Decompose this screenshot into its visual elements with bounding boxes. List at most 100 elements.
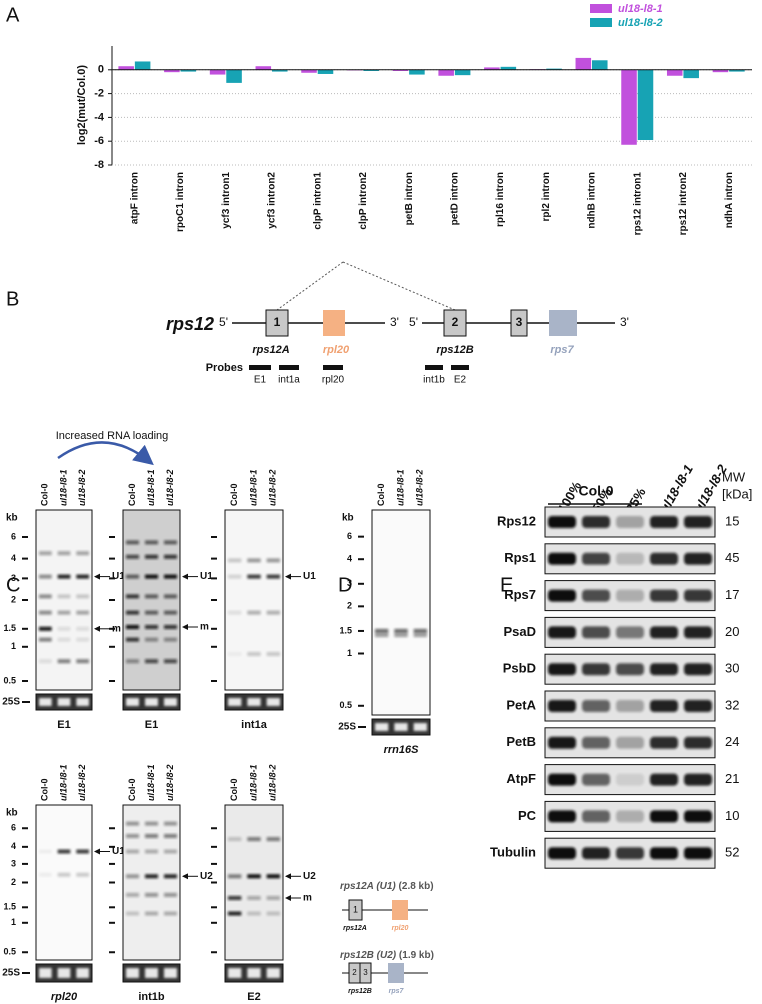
- protein-label: PC: [518, 808, 537, 823]
- band: [548, 810, 576, 823]
- size-label: 3: [347, 578, 352, 588]
- blot: [371, 509, 431, 716]
- band: [164, 874, 177, 879]
- band: [413, 633, 427, 638]
- band: [582, 736, 610, 749]
- rrna-band: [145, 698, 158, 706]
- gene-map: B rps12 5' 3' 1 5' 3' 2 3 rps12A rpl20 r…: [6, 261, 629, 386]
- band: [247, 652, 261, 656]
- band: [126, 911, 139, 916]
- band: [145, 834, 158, 838]
- lane-label: ul18-l8-2: [77, 764, 87, 801]
- band-label: U2: [303, 871, 316, 882]
- probe-label: E2: [454, 375, 467, 386]
- band: [126, 821, 139, 826]
- band-label: U1: [112, 571, 125, 582]
- lane-label: Col-0: [127, 484, 137, 507]
- band: [266, 610, 280, 615]
- band: [164, 610, 177, 615]
- bar: [438, 69, 454, 76]
- band-label: m: [112, 623, 121, 634]
- panel-label: B: [6, 288, 19, 310]
- exon: [265, 309, 289, 337]
- band: [616, 700, 644, 712]
- rrna-band: [247, 698, 261, 706]
- band: [247, 911, 261, 916]
- size-label: 1: [11, 641, 16, 651]
- probe-bar: [323, 365, 343, 370]
- band: [145, 625, 158, 629]
- band: [228, 896, 242, 900]
- mw-value: 21: [725, 771, 739, 786]
- band: [616, 589, 644, 602]
- band: [684, 516, 712, 528]
- band: [145, 574, 158, 579]
- lane-label: Col-0: [229, 779, 239, 802]
- lane-label: Col-0: [40, 779, 50, 802]
- probe-bar: [451, 365, 469, 370]
- y-tick-label: -2: [94, 88, 104, 100]
- band: [548, 736, 576, 749]
- protein-label: AtpF: [506, 771, 536, 786]
- mw-value: 52: [725, 845, 739, 860]
- lane-label: ul18-l8-1: [395, 469, 405, 506]
- rrna-band: [145, 968, 158, 978]
- bar: [118, 66, 134, 70]
- band: [247, 610, 261, 615]
- rrna-band: [76, 968, 89, 978]
- band: [39, 574, 52, 579]
- band: [616, 626, 644, 639]
- band: [548, 552, 576, 565]
- band: [266, 911, 280, 916]
- probe-label: E1: [57, 719, 70, 731]
- exon: [443, 309, 467, 337]
- band: [126, 540, 139, 545]
- band: [616, 773, 644, 786]
- bar: [209, 69, 226, 75]
- band: [582, 552, 610, 565]
- rrna-band: [375, 723, 389, 731]
- size-label: 6: [11, 823, 16, 833]
- protein-label: Rps7: [504, 587, 536, 602]
- unit-label: rps12B: [348, 988, 372, 995]
- lane-label: ul18-l8-1: [248, 469, 258, 506]
- band: [145, 892, 158, 897]
- band: [164, 821, 177, 826]
- band: [76, 551, 89, 556]
- band: [164, 574, 177, 579]
- band: [266, 574, 280, 579]
- band: [39, 849, 52, 854]
- transcript-size: (1.9 kb): [399, 950, 434, 961]
- mw-value: 20: [725, 624, 739, 639]
- band: [650, 773, 678, 786]
- band: [39, 872, 52, 877]
- band: [76, 574, 89, 579]
- lane-label: Col-0: [376, 484, 386, 507]
- band: [164, 849, 177, 854]
- band: [126, 637, 139, 642]
- exon: [348, 899, 363, 921]
- rrna-band: [164, 968, 177, 978]
- x-tick-label: rps12 intron2: [678, 172, 689, 236]
- size-label: 1.5: [3, 902, 16, 912]
- protein-label: Rps1: [504, 550, 536, 565]
- probe-bar: [249, 365, 271, 370]
- gene-box: [549, 310, 577, 336]
- y-tick-label: -6: [94, 135, 104, 147]
- rrna-band: [413, 723, 427, 731]
- probe-label: rrn16S: [384, 744, 420, 756]
- lane-label: ul18-l8-2: [268, 469, 278, 506]
- band: [57, 626, 71, 631]
- size-label: 1.5: [3, 623, 16, 633]
- size-label: 4: [11, 841, 16, 851]
- panel-label: C: [6, 574, 20, 596]
- probe-bar: [425, 365, 443, 370]
- probe-label: E2: [247, 991, 260, 1003]
- exon: [359, 962, 372, 984]
- exon-label: 1: [274, 315, 281, 329]
- legend-swatch: [590, 4, 612, 13]
- lane-label: ul18-l8-2: [165, 469, 175, 506]
- size-label: 6: [11, 531, 16, 541]
- bar: [180, 69, 197, 72]
- bar: [712, 69, 729, 73]
